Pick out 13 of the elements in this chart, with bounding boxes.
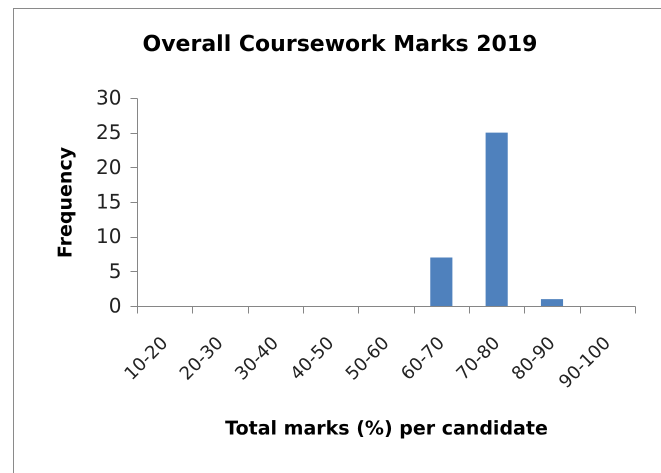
y-tick-label: 10 bbox=[96, 224, 122, 248]
y-axis-title: Frequency bbox=[54, 146, 76, 258]
y-tick-label: 0 bbox=[108, 294, 122, 318]
bar bbox=[540, 299, 564, 306]
y-tick-label: 5 bbox=[108, 258, 122, 283]
y-tick-label: 25 bbox=[96, 120, 122, 144]
y-tick-label: 20 bbox=[96, 154, 122, 179]
chart-title: Overall Coursework Marks 2019 bbox=[142, 32, 538, 57]
y-tick-label: 30 bbox=[96, 86, 122, 110]
bar bbox=[486, 132, 508, 306]
y-tick-label: 15 bbox=[96, 190, 122, 214]
x-axis-title: Total marks (%) per candidate bbox=[225, 418, 548, 440]
bar bbox=[430, 257, 452, 306]
